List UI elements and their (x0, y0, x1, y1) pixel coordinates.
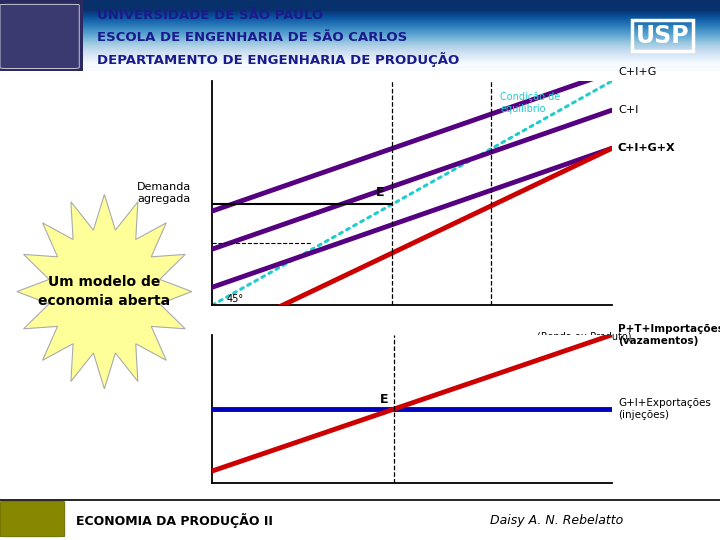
Bar (0, 0, 83, 71)
Text: UNIVERSIDADE DE SÃO PAULO: UNIVERSIDADE DE SÃO PAULO (97, 9, 323, 22)
Text: P+T+Importações
(vazamentos): P+T+Importações (vazamentos) (618, 324, 720, 346)
Text: G+I+Exportações
(injeções): G+I+Exportações (injeções) (618, 399, 711, 420)
Text: C+I+G+X: C+I+G+X (618, 143, 675, 153)
FancyBboxPatch shape (0, 4, 79, 69)
Text: USP: USP (636, 24, 689, 48)
Text: Condição de
equilíbrio: Condição de equilíbrio (500, 92, 560, 114)
Text: (Renda ou Produto): (Renda ou Produto) (538, 332, 632, 342)
Text: E: E (379, 393, 388, 406)
FancyBboxPatch shape (0, 502, 65, 537)
Text: DEPARTAMENTO DE ENGENHARIA DE PRODUÇÃO: DEPARTAMENTO DE ENGENHARIA DE PRODUÇÃO (97, 52, 459, 68)
Text: Um modelo de
economia aberta: Um modelo de economia aberta (38, 275, 171, 308)
Text: C+I+G: C+I+G (618, 67, 657, 77)
Text: 45°: 45° (226, 294, 243, 303)
Text: C+I: C+I (618, 105, 639, 115)
Text: Daisy A. N. Rebelatto: Daisy A. N. Rebelatto (490, 514, 623, 527)
Text: ECONOMIA DA PRODUÇÃO II: ECONOMIA DA PRODUÇÃO II (76, 513, 272, 528)
Text: Demanda
agregada: Demanda agregada (138, 183, 192, 204)
Text: ESCOLA DE ENGENHARIA DE SÃO CARLOS: ESCOLA DE ENGENHARIA DE SÃO CARLOS (97, 31, 408, 44)
Text: E: E (376, 186, 384, 199)
Text: C: C (618, 143, 626, 153)
Polygon shape (17, 194, 192, 389)
